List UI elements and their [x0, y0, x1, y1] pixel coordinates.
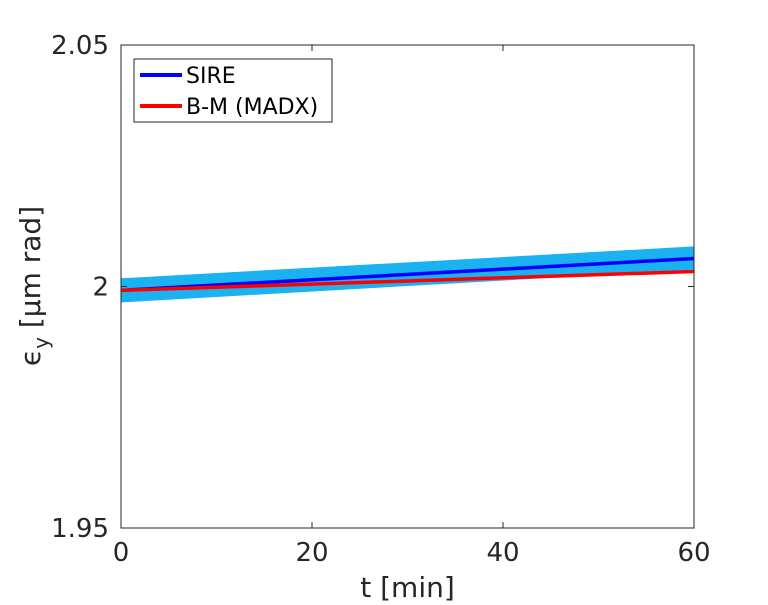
- x-tick-label: 0: [113, 538, 130, 568]
- series-line-b-m-madx: [120, 269, 695, 293]
- series-line-sire: [120, 256, 695, 293]
- legend-entry-bm-madx: B-M (MADX): [186, 95, 318, 120]
- y-axis-label-unit: [μm rad]: [14, 206, 47, 337]
- legend-entry-sire: SIRE: [186, 64, 236, 89]
- y-axis-label-subscript: y: [29, 337, 53, 349]
- y-tick-label: 2.05: [51, 31, 109, 61]
- y-tick-label: 1.95: [51, 514, 109, 544]
- x-tick-label: 60: [677, 538, 710, 568]
- y-tick-label: 2: [92, 273, 109, 303]
- y-axis-label: ϵy [μm rad]: [14, 206, 53, 366]
- x-tick-label: 20: [295, 538, 328, 568]
- y-axis-label-symbol: ϵ: [14, 349, 47, 366]
- legend-box: [133, 58, 333, 123]
- x-axis-label: t [min]: [360, 571, 455, 604]
- legend: SIRE B-M (MADX): [133, 58, 333, 123]
- x-tick-label: 40: [486, 538, 519, 568]
